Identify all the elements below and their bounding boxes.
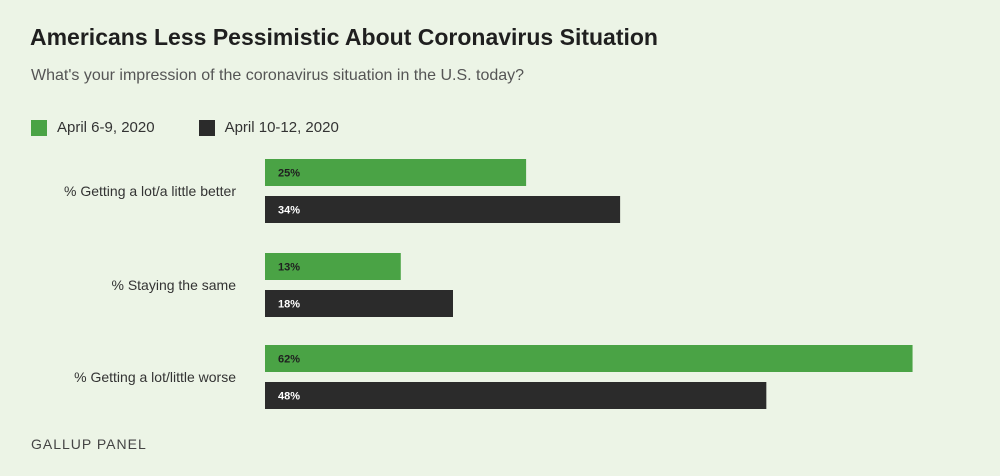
bar-data-label: 48% xyxy=(278,391,300,403)
bar-data-label: 25% xyxy=(278,168,300,180)
bar-series-1 xyxy=(265,253,401,280)
bar-series-1 xyxy=(265,159,527,186)
legend-label-series-2: April 10-12, 2020 xyxy=(224,119,339,136)
legend-label-series-1: April 6-9, 2020 xyxy=(57,119,155,136)
category-label: % Getting a lot/a little better xyxy=(64,183,236,199)
bar-data-label: 13% xyxy=(278,262,300,274)
bar-series-2 xyxy=(265,382,767,409)
legend: April 6-9, 2020 April 10-12, 2020 xyxy=(31,119,383,136)
category-label: % Getting a lot/little worse xyxy=(74,369,236,385)
bar-series-2 xyxy=(265,196,621,223)
legend-item-series-2: April 10-12, 2020 xyxy=(198,119,339,136)
chart-title: Americans Less Pessimistic About Coronav… xyxy=(30,24,658,50)
bar-data-label: 34% xyxy=(278,205,300,217)
bar-series-1 xyxy=(265,345,913,372)
legend-swatch-series-1 xyxy=(31,119,47,136)
bar-data-label: 18% xyxy=(278,299,300,311)
chart-subtitle: What's your impression of the coronaviru… xyxy=(31,67,525,84)
bar-series-2 xyxy=(265,290,453,317)
legend-swatch-series-2 xyxy=(198,119,215,136)
bar-data-label: 62% xyxy=(278,354,300,366)
category-label: % Staying the same xyxy=(111,277,236,293)
source-label: GALLUP PANEL xyxy=(31,436,147,452)
legend-item-series-1: April 6-9, 2020 xyxy=(31,119,155,136)
